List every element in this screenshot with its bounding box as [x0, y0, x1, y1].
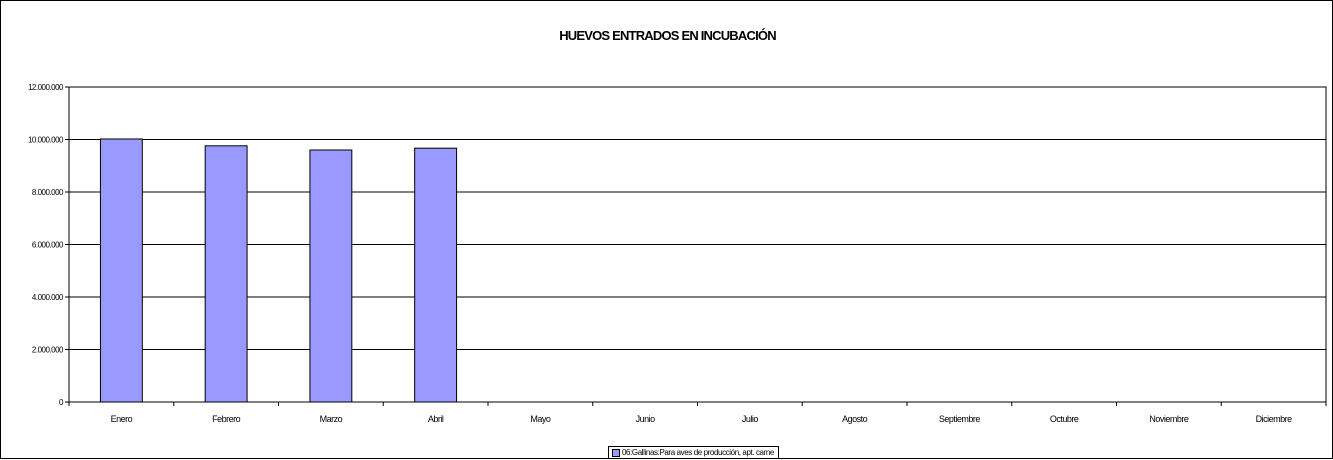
bar-abril	[414, 147, 458, 403]
chart-title: HUEVOS ENTRADOS EN INCUBACIÓN	[559, 28, 776, 43]
x-tick-label: Mayo	[530, 414, 551, 424]
legend: 06:Gallinas:Para aves de producción, apt…	[608, 446, 779, 459]
x-tick-label: Febrero	[212, 414, 241, 424]
legend-swatch	[612, 448, 620, 457]
legend-label: 06:Gallinas:Para aves de producción, apt…	[622, 448, 774, 457]
y-tick-label: 10.000.000	[28, 136, 64, 145]
x-tick-label: Junio	[636, 414, 656, 424]
x-tick-label: Septiembre	[939, 414, 981, 424]
x-tick-label: Agosto	[842, 414, 868, 424]
x-tick-label: Julio	[742, 414, 759, 424]
x-tick-label: Noviembre	[1149, 414, 1189, 424]
bar-enero	[99, 138, 143, 403]
x-tick-label: Enero	[111, 414, 133, 424]
bar-marzo	[309, 149, 353, 403]
x-tick-label: Marzo	[320, 414, 343, 424]
x-tick-label: Abril	[428, 414, 444, 424]
y-tick-label: 6.000.000	[32, 241, 64, 250]
x-tick-label: Diciembre	[1256, 414, 1293, 424]
y-tick-label: 8.000.000	[32, 188, 64, 197]
y-tick-label: 12.000.000	[28, 83, 64, 92]
x-tick-label: Octubre	[1050, 414, 1079, 424]
y-tick-label: 0	[59, 398, 64, 407]
y-tick-label: 4.000.000	[32, 293, 64, 302]
y-tick-label: 2.000.000	[32, 346, 64, 355]
bar-febrero	[204, 145, 248, 403]
